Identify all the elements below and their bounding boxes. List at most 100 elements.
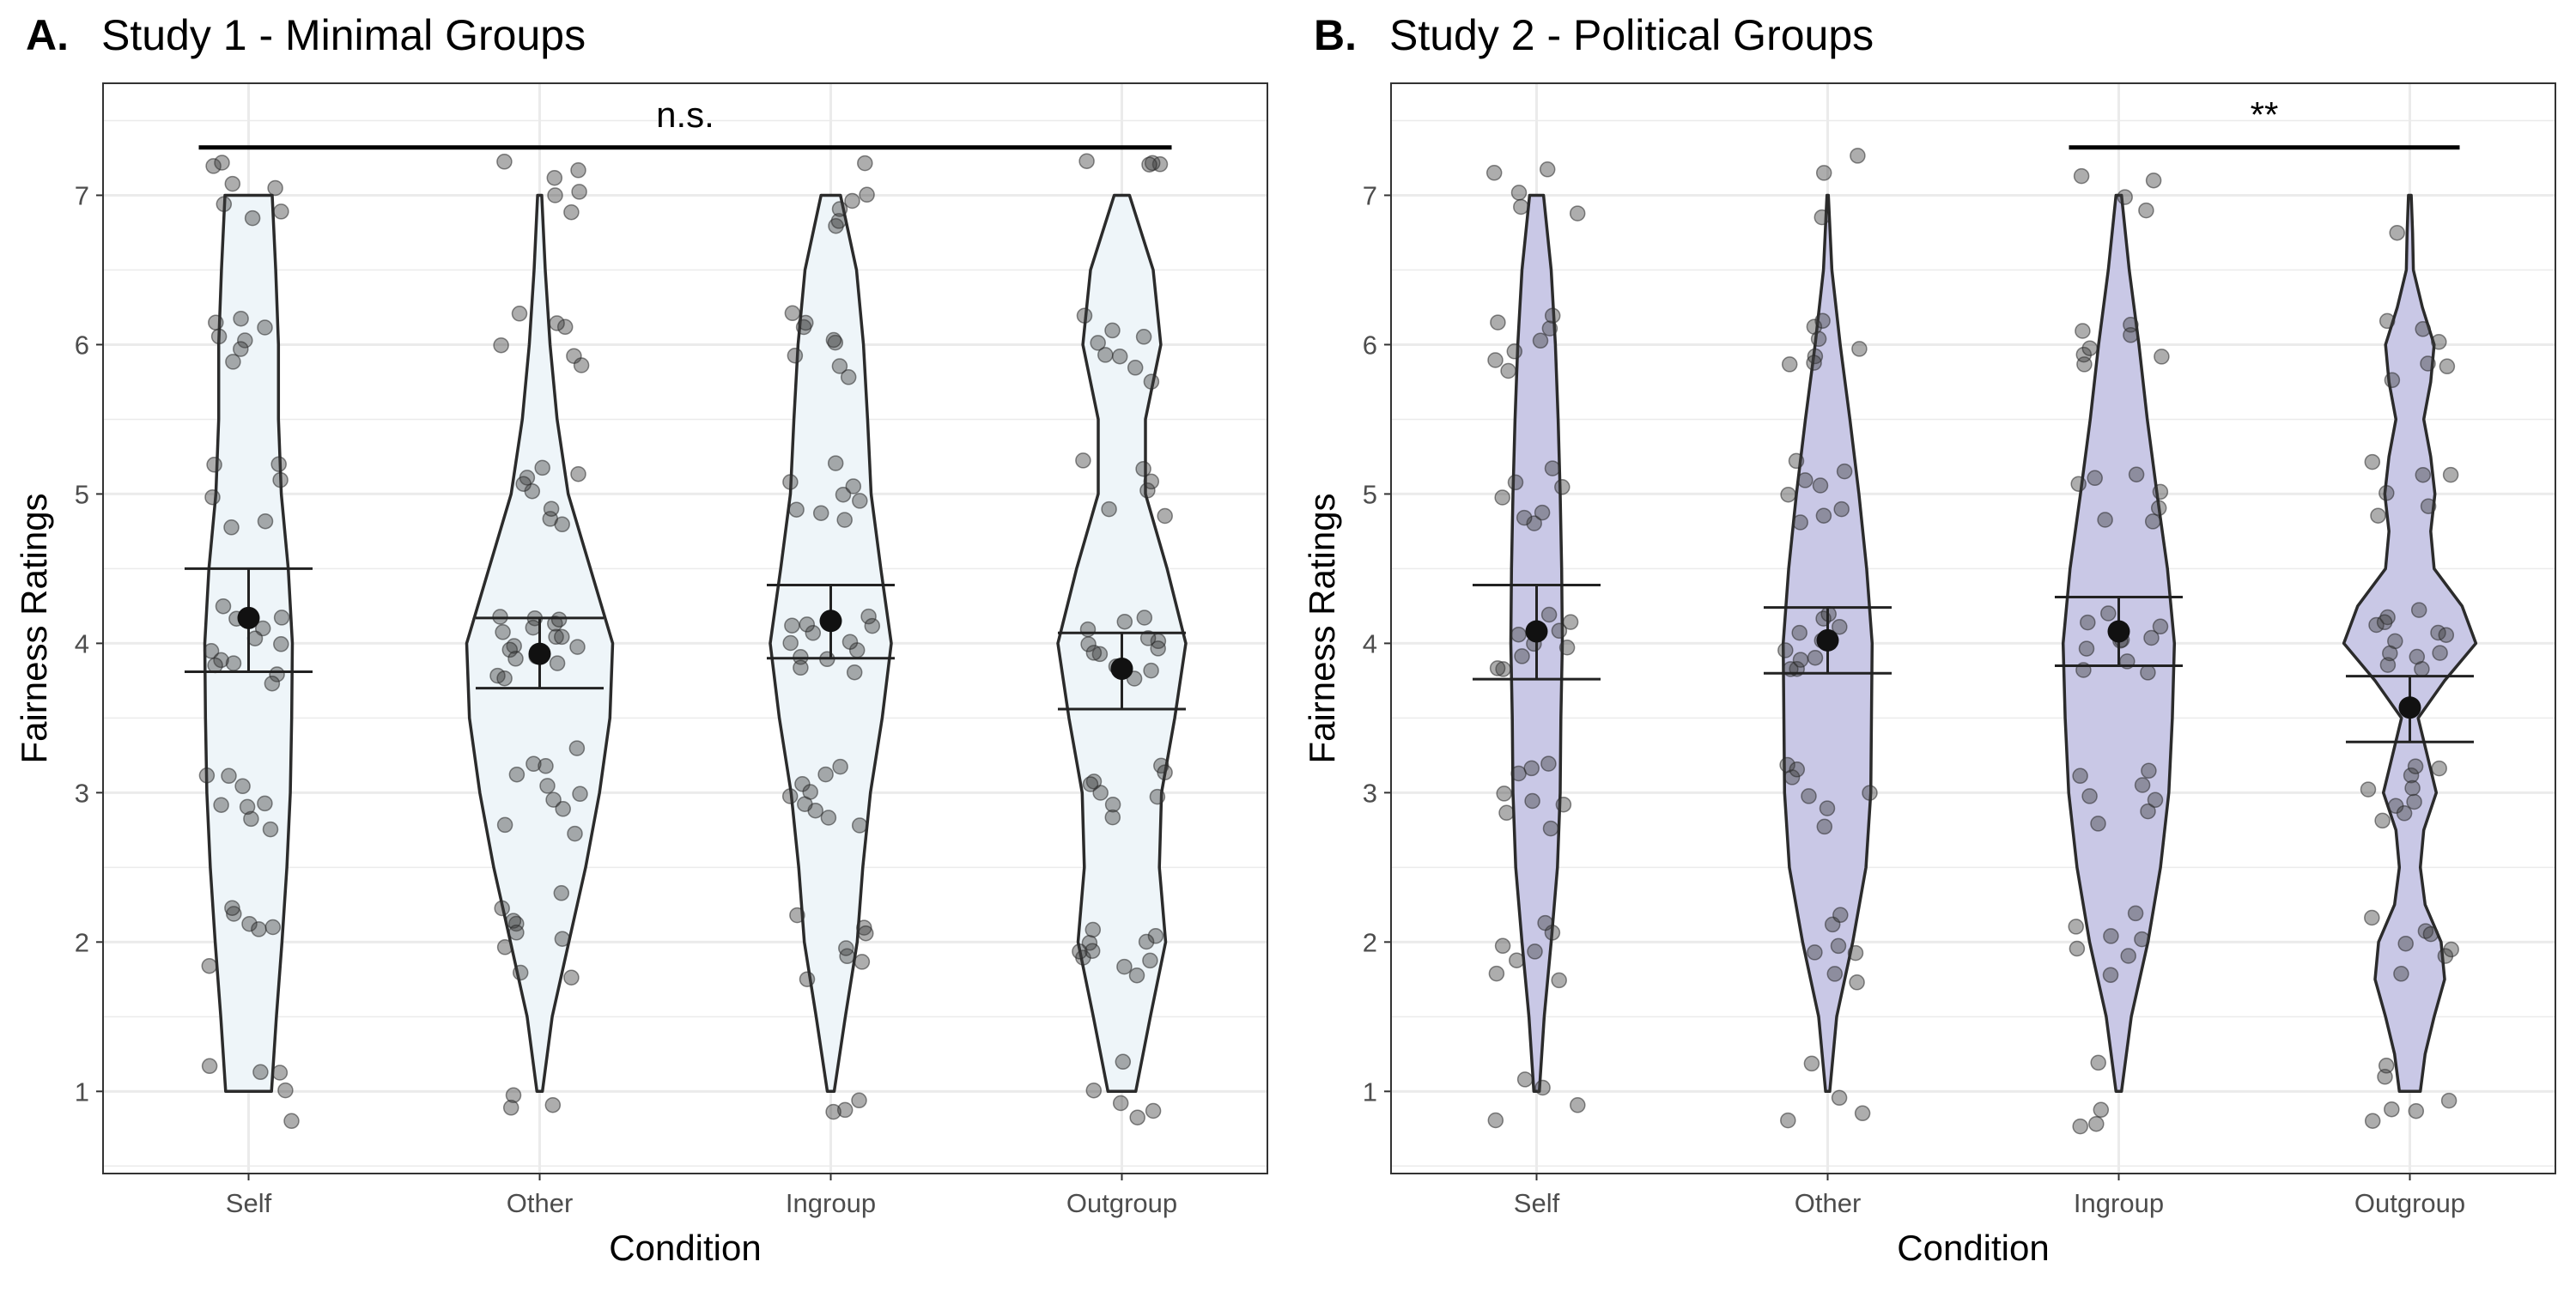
data-point: [1540, 755, 1557, 772]
data-point: [273, 203, 289, 220]
data-point: [851, 817, 868, 834]
data-point: [2080, 614, 2096, 631]
data-point: [1079, 621, 1097, 638]
data-point: [2075, 323, 2091, 339]
significance-label: n.s.: [656, 94, 714, 135]
data-point: [2128, 466, 2145, 482]
data-point: [1815, 165, 1832, 181]
data-point: [1489, 660, 1506, 676]
data-point: [1494, 937, 1511, 955]
violin-outgroup: [2342, 193, 2478, 1094]
data-point: [210, 328, 228, 345]
data-point: [1490, 314, 1506, 331]
data-point: [2376, 614, 2393, 631]
data-point: [1524, 792, 1540, 810]
data-point: [553, 885, 570, 901]
data-point: [2069, 940, 2086, 957]
data-point: [1091, 646, 1109, 663]
data-point: [854, 954, 871, 970]
data-point: [1112, 1095, 1129, 1112]
data-point: [223, 519, 240, 536]
data-point: [1513, 198, 1529, 215]
data-point: [1788, 452, 1805, 470]
data-point: [1810, 331, 1827, 348]
data-point: [1792, 652, 1809, 668]
data-point: [2378, 1058, 2395, 1074]
data-point: [799, 971, 816, 987]
data-point: [856, 919, 872, 936]
data-point: [1143, 662, 1159, 679]
plot-border: [102, 82, 1268, 1174]
data-point: [1075, 452, 1091, 469]
data-point: [836, 1101, 854, 1119]
data-point: [2404, 779, 2421, 797]
data-point: [2432, 645, 2448, 661]
data-point: [1104, 809, 1121, 826]
data-point: [262, 821, 279, 838]
data-point: [2140, 803, 2156, 820]
data-point: [1551, 622, 1568, 640]
data-point: [1850, 148, 1866, 164]
mean-point-other: [528, 642, 551, 665]
data-point: [825, 1103, 841, 1120]
data-point: [864, 617, 881, 634]
data-point: [273, 610, 290, 626]
data-point: [846, 664, 863, 681]
data-point: [1780, 1112, 1796, 1129]
data-point: [1801, 788, 1817, 804]
data-point: [226, 906, 242, 922]
data-point: [547, 187, 563, 203]
data-point: [2081, 788, 2098, 804]
data-point: [206, 457, 222, 473]
data-point: [831, 358, 848, 374]
data-point: [213, 797, 229, 813]
data-point: [825, 331, 842, 349]
data-point: [568, 740, 586, 756]
data-point: [1806, 318, 1823, 335]
data-point: [802, 784, 818, 800]
data-point: [2081, 340, 2099, 356]
data-point: [2384, 372, 2401, 389]
data-point: [1819, 800, 1836, 816]
data-point: [857, 155, 873, 172]
data-point: [2431, 760, 2447, 777]
data-point: [787, 347, 804, 364]
data-point: [830, 213, 848, 229]
y-tick-label: 1: [75, 1077, 89, 1107]
data-point: [494, 900, 510, 917]
data-point: [1516, 509, 1533, 526]
data-point: [2140, 664, 2156, 681]
data-point: [1569, 205, 1586, 221]
data-point: [788, 501, 805, 518]
data-point: [570, 162, 586, 179]
data-point: [1516, 1071, 1534, 1088]
data-point: [1082, 776, 1099, 792]
data-point: [1831, 1089, 1848, 1107]
data-point: [2150, 500, 2167, 517]
data-point: [237, 332, 253, 349]
data-point: [1551, 972, 1567, 989]
panel-b-x-axis-label: Condition: [1897, 1228, 2049, 1268]
data-point: [1540, 606, 1558, 623]
data-point: [257, 795, 273, 812]
mean-point-outgroup: [2398, 696, 2421, 719]
data-point: [827, 455, 844, 471]
data-point: [1141, 156, 1157, 173]
data-point: [1539, 161, 1556, 178]
y-tick-label: 7: [75, 180, 89, 210]
data-point: [1851, 341, 1868, 357]
data-point: [525, 619, 542, 636]
data-point: [493, 337, 509, 354]
data-point: [812, 505, 829, 521]
data-point: [2379, 657, 2397, 673]
data-point: [1832, 618, 1848, 635]
y-tick-label: 5: [1363, 479, 1377, 509]
data-point: [198, 767, 216, 784]
data-point: [511, 306, 528, 322]
x-tick-label-outgroup: Outgroup: [1066, 1188, 1177, 1218]
data-point: [1078, 153, 1095, 169]
data-point: [1532, 332, 1549, 349]
data-point: [2100, 605, 2117, 622]
data-point: [2382, 645, 2398, 662]
panel-a-letter: A.: [26, 11, 69, 59]
